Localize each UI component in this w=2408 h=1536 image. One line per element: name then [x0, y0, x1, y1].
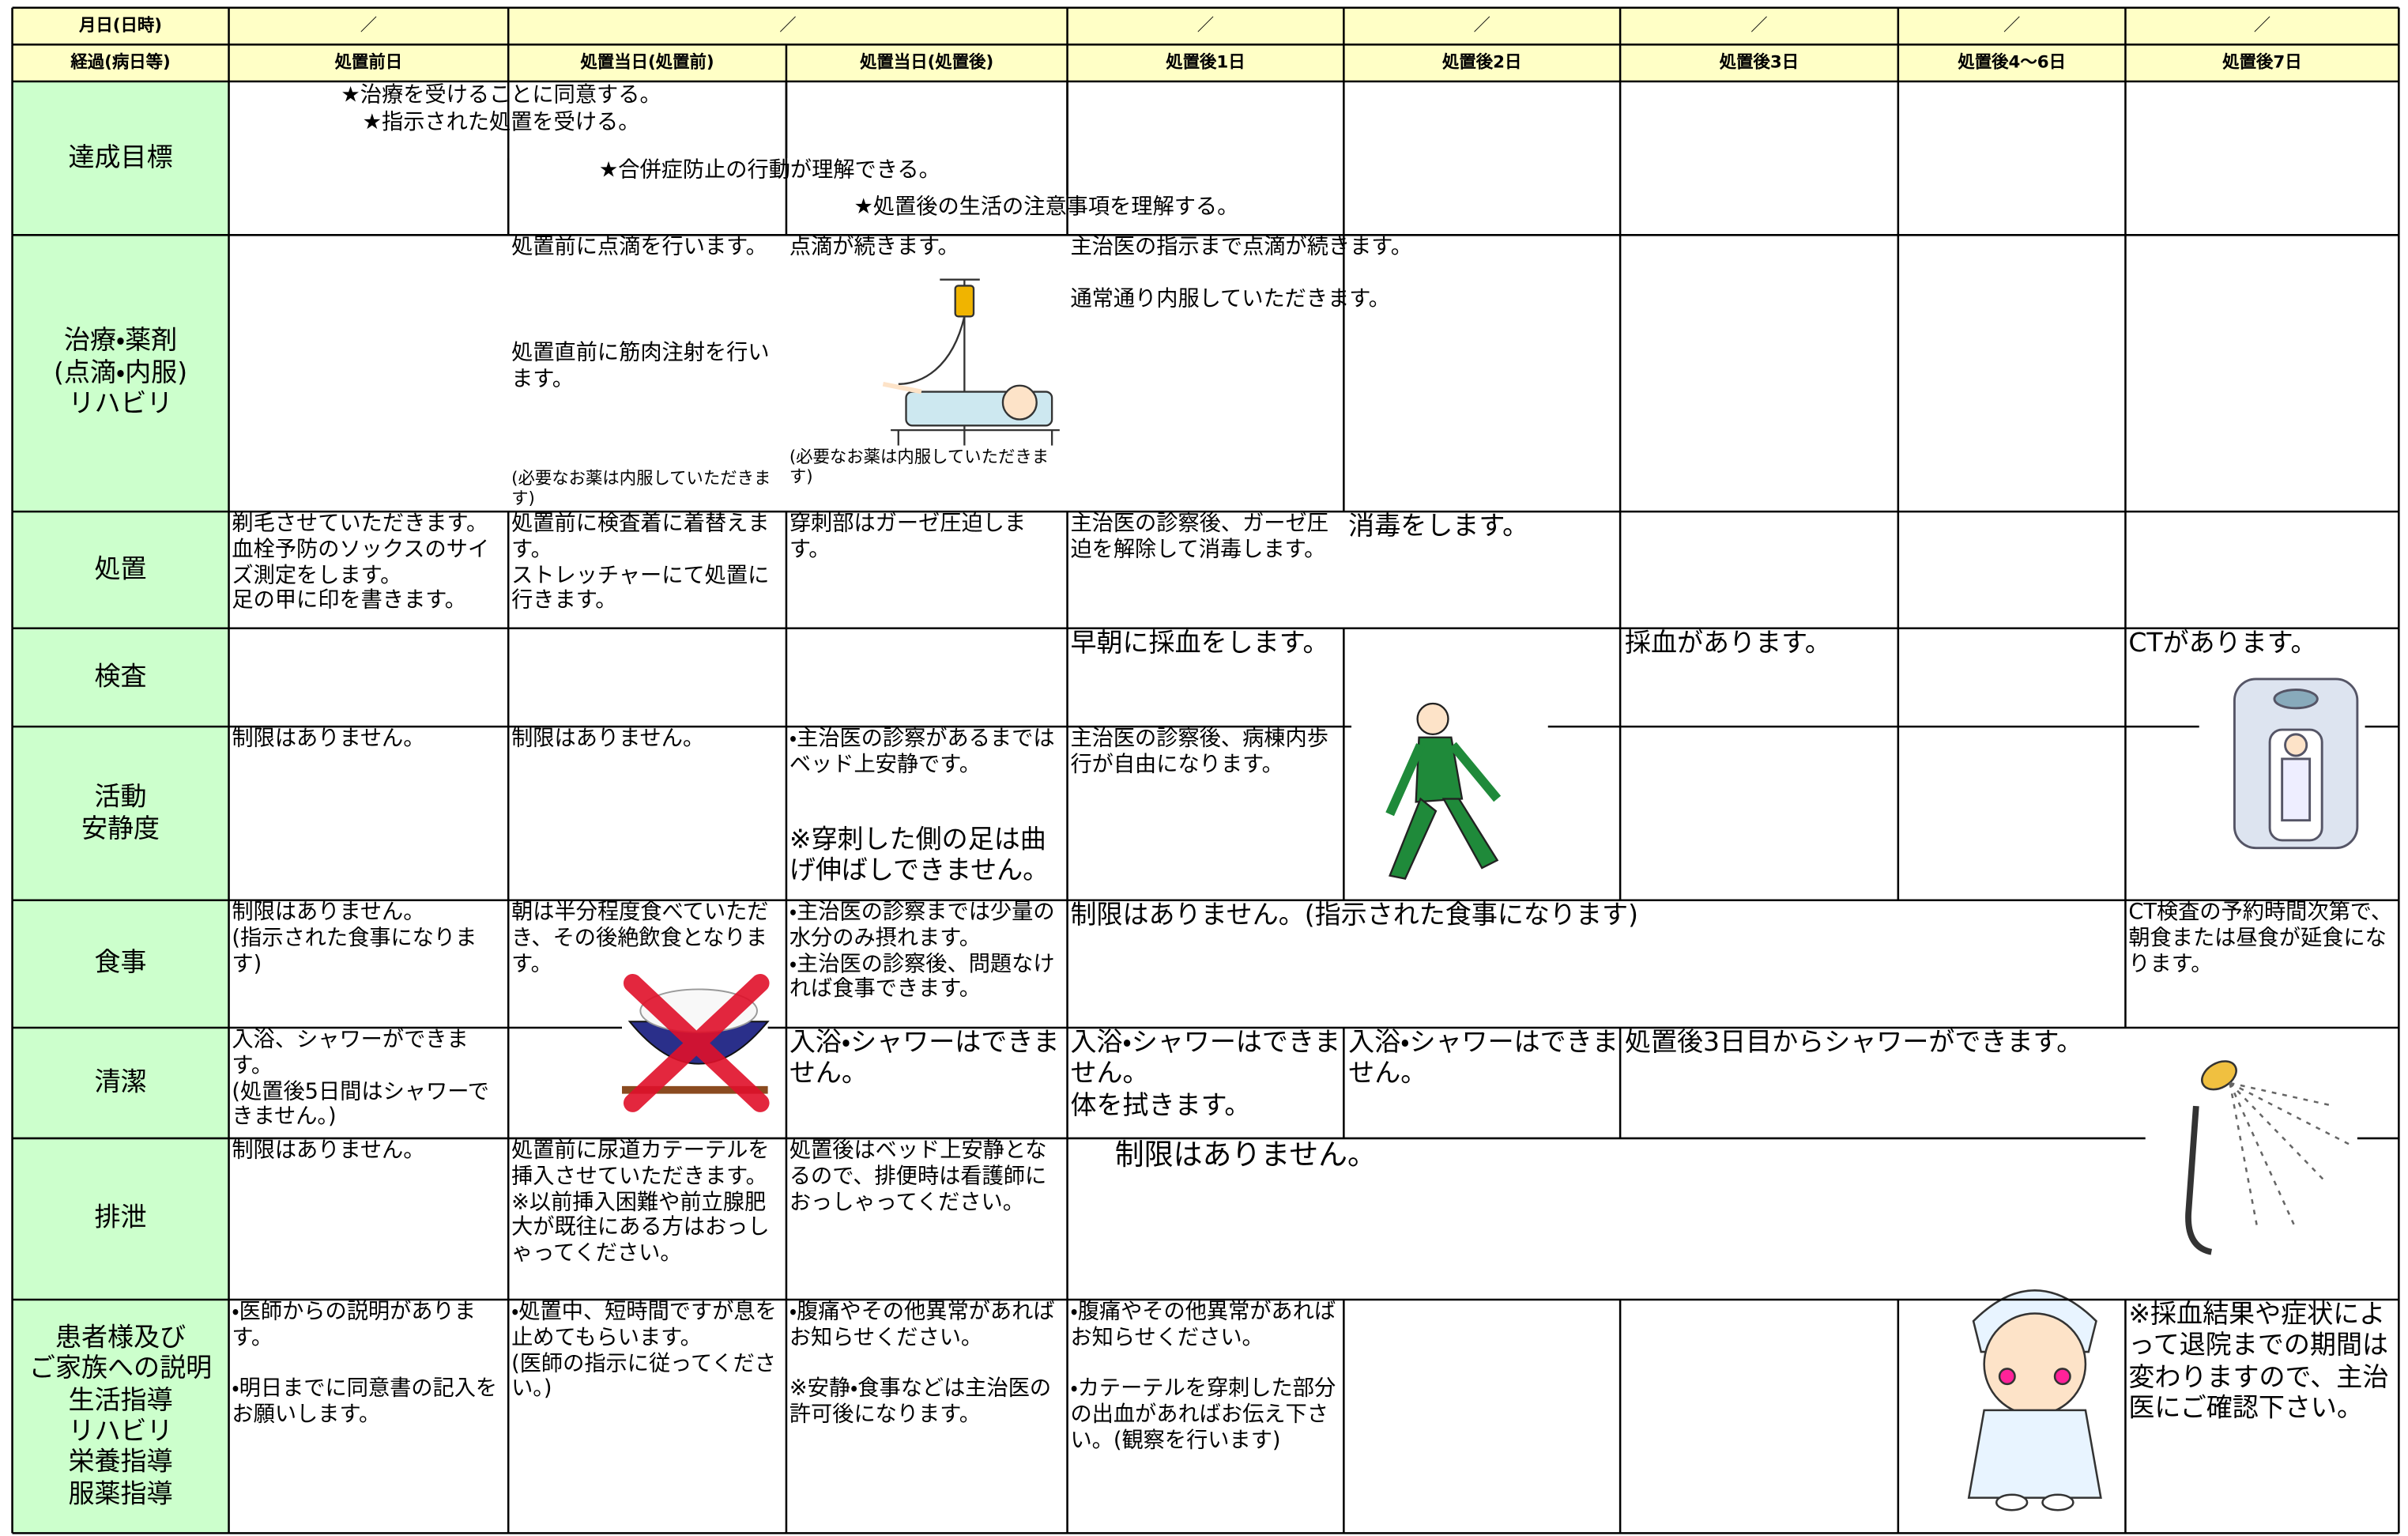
date-cell: ／ — [1473, 16, 1490, 36]
cell-text: ★処置後の生活の注意事項を理解する。 — [854, 194, 1239, 220]
cell-text: CTがあります。 — [2128, 628, 2317, 659]
nurse-illustration — [1967, 1289, 2102, 1511]
cell-text: 早朝に採血をします。 — [1070, 628, 1329, 659]
shower-illustration — [2185, 1060, 2350, 1255]
ct-scanner-illustration — [2233, 677, 2359, 850]
cell-text: 制限はありません。 — [232, 1138, 425, 1164]
date-cell: ／ — [1750, 16, 1768, 36]
cell-text: 入浴・シャワーはできません。 — [1348, 1028, 1619, 1090]
cell-text: 処置前に検査着に着替えます。 ストレッチャーにて処置に行きます。 — [511, 511, 770, 614]
cell-text: 制限はありません。 — [1114, 1138, 1377, 1172]
cell-text: ★合併症防止の行動が理解できる。 — [598, 158, 940, 183]
date-cell: ／ — [2003, 16, 2021, 36]
cell-text: 処置後はベッド上安静となるので、排便時は看護師におっしゃってください。 — [789, 1138, 1047, 1215]
row-label: 達成目標 — [68, 142, 173, 174]
row-label: 検査 — [94, 662, 147, 693]
header-label: 経過(病日等) — [70, 52, 171, 74]
cell-text: ※穿刺した側の足は曲げ伸ばしできません。 — [789, 825, 1049, 888]
cell-text: ・医師からの説明があります。 ・明日までに同意書の記入をお願いします。 — [232, 1299, 498, 1428]
date-cell: ／ — [2253, 16, 2271, 36]
stage-header: 処置後2日 — [1442, 52, 1522, 74]
header-label: 月日(日時) — [79, 16, 163, 36]
row-label: 治療・薬剤 (点滴・内服) リハビリ — [53, 326, 188, 420]
cell-text: 処置直前に筋肉注射を行います。 — [511, 341, 770, 392]
cell-text: ★指示された処置を受ける。 — [362, 110, 640, 136]
cell-text: 主治医の診察後、ガーゼ圧迫を解除して消毒します。 — [1070, 511, 1328, 562]
cell-text: ・腹痛やその他異常があればお知らせください。 ・カテーテルを穿刺した部分の出血が… — [1070, 1299, 1336, 1454]
cell-text: ★治療を受けることに同意する。 — [341, 82, 661, 108]
cell-text: (必要なお薬は内服していただきます) — [789, 447, 1049, 488]
row-label: 清潔 — [94, 1067, 147, 1099]
row-label: 排泄 — [94, 1203, 147, 1234]
cell-text: ※採血結果や症状によって退院までの期間は変わりますので、主治医にご確認下さい。 — [2128, 1299, 2389, 1425]
cell-text: 処置後3日目からシャワーができます。 — [1624, 1028, 2083, 1059]
cell-text: 主治医の指示まで点滴が続きます。 — [1070, 235, 1413, 260]
iv-drip-illustration — [882, 278, 1060, 446]
cell-text: 点滴が続きます。 — [789, 235, 959, 260]
label-background — [12, 81, 229, 1534]
walking-man-illustration — [1385, 702, 1502, 880]
stage-header: 処置後7日 — [2222, 52, 2302, 74]
cell-text: 制限はありません。 — [232, 726, 425, 752]
row-label: 活動 安静度 — [81, 782, 160, 844]
stage-header: 処置当日(処置後) — [860, 52, 994, 74]
cell-text: 主治医の診察後、病棟内歩行が自由になります。 — [1070, 726, 1328, 777]
cell-text: 入浴・シャワーはできません。 体を拭きます。 — [1070, 1028, 1341, 1122]
cell-text: 制限はありません。 — [511, 726, 705, 752]
cell-text: ・主治医の診察があるまではベッド上安静です。 — [789, 726, 1055, 777]
cell-text: 制限はありません。(指示された食事になります) — [1070, 900, 1638, 931]
cell-text: 通常通り内服していただきます。 — [1070, 287, 1390, 312]
cell-text: ・主治医の診察までは少量の水分のみ摂れます。 ・主治医の診察後、問題なければ食事… — [789, 900, 1055, 1002]
no-food-illustration — [622, 974, 770, 1112]
cell-text: 消毒をします。 — [1348, 511, 1529, 542]
cell-text: 入浴、シャワーができます。 (処置後5日間はシャワーできません。) — [232, 1028, 489, 1130]
cell-text: ・処置中、短時間ですが息を止めてもらいます。 (医師の指示に従ってください。) — [511, 1299, 777, 1402]
cell-text: 採血があります。 — [1624, 628, 1831, 659]
cell-text: 穿刺部はガーゼ圧迫します。 — [789, 511, 1027, 562]
cell-text: 処置前に尿道カテーテルを挿入させていただきます。 ※以前挿入困難や前立腺肥大が既… — [511, 1138, 770, 1266]
stage-header: 処置後3日 — [1719, 52, 1799, 74]
date-cell: ／ — [1196, 16, 1215, 36]
stage-header: 処置後4～6日 — [1958, 52, 2066, 74]
cell-text: 入浴・シャワーはできません。 — [789, 1028, 1060, 1090]
row-label: 患者様及び ご家族への説明 生活指導 リハビリ 栄養指導 服薬指導 — [28, 1322, 213, 1510]
stage-header: 処置当日(処置前) — [580, 52, 714, 74]
cell-text: CT検査の予約時間次第で、朝食または昼食が延食になります。 — [2128, 900, 2393, 977]
row-label: 食事 — [94, 948, 147, 979]
cell-text: 処置前に点滴を行います。 — [511, 235, 767, 260]
cell-text: 朝は半分程度食べていただき、その後絶飲食となります。 — [511, 900, 769, 977]
date-cell: ／ — [779, 16, 797, 36]
stage-header: 処置後1日 — [1166, 52, 1245, 74]
cell-text: ・腹痛やその他異常があればお知らせください。 ※安静・食事などは主治医の許可後に… — [789, 1299, 1055, 1428]
stage-header: 処置前日 — [334, 52, 403, 74]
date-cell: ／ — [360, 16, 378, 36]
row-label: 処置 — [94, 554, 147, 585]
cell-text: 制限はありません。 (指示された食事になります) — [232, 900, 477, 977]
cell-text: (必要なお薬は内服していただきます) — [511, 468, 771, 509]
cell-text: 剃毛させていただきます。 血栓予防のソックスのサイズ測定をします。 足の甲に印を… — [232, 511, 490, 614]
